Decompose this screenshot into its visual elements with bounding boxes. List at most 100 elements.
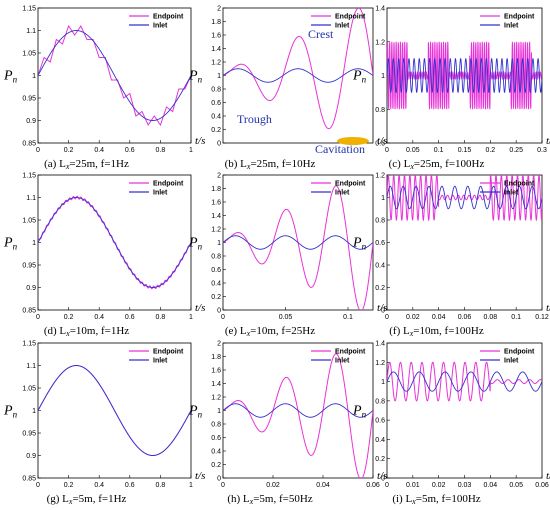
panel-caption: (g) Lx=5m, f=1Hz: [47, 493, 127, 506]
x-tick-label: 0: [36, 147, 40, 154]
caption-subscript: x: [65, 162, 70, 171]
y-tick-label: 0.6: [211, 100, 221, 107]
x-tick-label: 0.3: [537, 147, 547, 154]
x-tick-label: 0.25: [509, 147, 523, 154]
x-tick-label: 0.6: [125, 147, 135, 154]
y-tick-label: 1.15: [22, 341, 36, 348]
y-tick-label: 1: [217, 240, 221, 247]
caption-rest: =25m, f=1Hz: [69, 158, 129, 170]
y-tick-label: 0.4: [375, 263, 385, 270]
y-tick-label: 1.6: [211, 200, 221, 207]
caption-subscript: x: [249, 497, 254, 506]
y-axis-label-subscript: n: [198, 75, 203, 85]
y-tick-label: 0.8: [211, 254, 221, 261]
y-tick-label: 1.8: [211, 19, 221, 26]
y-tick-label: 0.8: [375, 218, 385, 225]
legend-inlet-label: Inlet: [153, 358, 168, 365]
y-tick-label: 1.2: [375, 39, 385, 46]
x-tick-label: 0.4: [94, 314, 104, 321]
chart-panel-e: 0 0.2 0.4 0.6 0.8 1 1.2 1.4 1.6 1.8 2 0 0.05 0.1 Pn t/s…: [188, 173, 387, 339]
y-axis-label-subscript: n: [362, 75, 367, 85]
y-tick-label: 1.6: [211, 368, 221, 375]
annotation-crest: Crest: [308, 27, 334, 41]
x-tick-label: 0.2: [64, 482, 74, 489]
inlet-series-line: [38, 197, 191, 288]
x-axis-label: t/s: [377, 470, 387, 482]
x-tick-label: 0.1: [511, 314, 521, 321]
inlet-series-line: [38, 30, 191, 121]
endpoint-series-line: [38, 24, 191, 127]
legend-inlet-label: Inlet: [504, 190, 519, 197]
x-tick-label: 0.03: [458, 482, 472, 489]
panel-caption: (i) Lx=5m, f=100Hz: [392, 493, 480, 506]
x-tick-label: 0.8: [156, 147, 166, 154]
y-tick-label: 0.9: [26, 285, 36, 292]
y-tick-label: 1.6: [211, 33, 221, 40]
y-axis-label: Pn: [3, 69, 18, 85]
y-tick-label: 0.95: [22, 263, 36, 270]
legend-inlet-label: Inlet: [504, 358, 519, 365]
y-axis-label-subscript: n: [198, 410, 203, 420]
y-tick-label: 1.05: [22, 51, 36, 58]
y-tick-label: 1: [381, 73, 385, 80]
legend-endpoint-label: Endpoint: [335, 349, 366, 356]
y-axis-label: Pn: [3, 404, 18, 420]
legend-endpoint-label: Endpoint: [153, 14, 184, 21]
y-tick-label: 1.05: [22, 218, 36, 225]
caption-rest: =25m, f=100Hz: [414, 158, 485, 170]
y-axis-label: Pn: [352, 404, 367, 420]
endpoint-series-line: [223, 185, 373, 310]
x-axis-label: t/s: [546, 470, 550, 482]
x-tick-label: 0.02: [432, 482, 446, 489]
y-tick-label: 0.6: [211, 267, 221, 274]
inlet-series-line: [223, 235, 373, 250]
y-axis-label-subscript: n: [13, 410, 18, 420]
y-tick-label: 0.8: [375, 398, 385, 405]
y-axis-label-subscript: n: [362, 410, 367, 420]
y-tick-label: 0: [381, 308, 385, 315]
y-tick-label: 0.85: [22, 308, 36, 315]
chart-panel-h: 0 0.2 0.4 0.6 0.8 1 1.2 1.4 1.6 1.8 2 0 0.02 0.04 0.06…: [188, 341, 387, 507]
caption-rest: =10m, f=25Hz: [250, 325, 315, 337]
y-tick-label: 0.2: [375, 456, 385, 463]
x-tick-label: 0.04: [484, 482, 498, 489]
y-tick-label: 1.1: [26, 363, 36, 370]
y-tick-label: 1: [217, 73, 221, 80]
legend-endpoint-label: Endpoint: [153, 181, 184, 188]
plot-area: [223, 8, 373, 130]
x-tick-label: 0.05: [509, 482, 523, 489]
legend-inlet-label: Inlet: [335, 190, 350, 197]
y-tick-label: 0.6: [211, 435, 221, 442]
x-axis-label: t/s: [195, 302, 205, 314]
y-tick-label: 1.4: [211, 46, 221, 53]
chart-panel-c: 0.6 0.8 1 1.2 1.4 0 0.05 0.1 0.15 0.2 0.25 0.3 Pn t/s…: [352, 6, 550, 172]
y-tick-label: 1.2: [211, 395, 221, 402]
x-tick-label: 0.2: [64, 147, 74, 154]
plot-area: [223, 185, 373, 310]
x-tick-label: 1: [189, 482, 193, 489]
chart-panel-a: 0.85 0.9 0.95 1 1.05 1.1 1.15 0 0.2 0.4 0.6 0.8 1 Pn t…: [3, 6, 205, 172]
inlet-series-line: [387, 371, 542, 392]
x-tick-label: 0: [36, 314, 40, 321]
x-axis-label: t/s: [377, 135, 387, 147]
caption-rest: =5m, f=1Hz: [72, 493, 126, 505]
y-tick-label: 0.9: [26, 453, 36, 460]
y-tick-label: 1: [217, 408, 221, 415]
y-axis-label-subscript: n: [362, 242, 367, 252]
panel-caption: (f) Lx=10m, f=100Hz: [389, 325, 484, 338]
y-tick-label: 0.4: [375, 437, 385, 444]
x-tick-label: 0.6: [125, 482, 135, 489]
y-axis-label: Pn: [352, 236, 367, 252]
panel-caption: (a) Lx=25m, f=1Hz: [44, 158, 129, 171]
y-tick-label: 1: [381, 195, 385, 202]
endpoint-series-line: [223, 353, 373, 478]
y-tick-label: 1.4: [375, 6, 385, 13]
x-tick-label: 0: [36, 482, 40, 489]
x-tick-label: 0.2: [485, 147, 495, 154]
caption-rest: =5m, f=50Hz: [253, 493, 313, 505]
plot-area: [38, 365, 191, 456]
chart-panel-g: 0.85 0.9 0.95 1 1.05 1.1 1.15 0 0.2 0.4 0.6 0.8 1 Pn t…: [3, 341, 205, 507]
y-tick-label: 0.95: [22, 431, 36, 438]
plot-area: [387, 361, 542, 402]
y-axis-label: Pn: [188, 236, 203, 252]
